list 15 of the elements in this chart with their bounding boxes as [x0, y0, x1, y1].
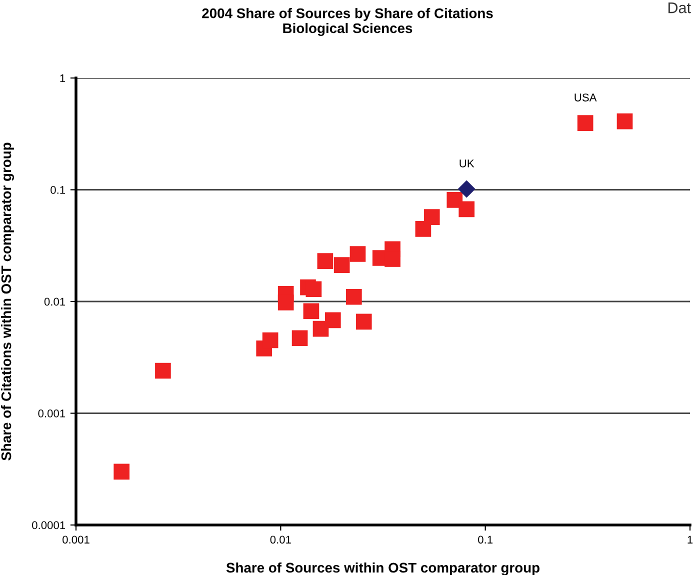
x-tick-label: 0.1 — [478, 536, 493, 544]
y-tick-label: 0.01 — [44, 298, 66, 306]
y-tick-label: 1 — [60, 74, 66, 82]
x-tick-label: 0.001 — [62, 536, 90, 544]
annotation: UK — [460, 160, 474, 168]
chart-title: 2004 Share of Sources by Share of Citations Biological Sciences — [202, 8, 493, 36]
x-tick-label: 1 — [688, 536, 693, 544]
y-axis-title: Share of Citations within OST comparator group — [0, 142, 14, 460]
y-tick-label: 0.0001 — [32, 521, 66, 530]
y-tick-label: 0.001 — [38, 410, 66, 418]
y-tick-label: 0.1 — [50, 186, 66, 194]
x-axis-title: Share of Sources within OST comparator group — [226, 562, 540, 575]
x-tick-label: 0.01 — [270, 536, 291, 544]
text: Dat — [668, 2, 691, 14]
annotation: USA — [574, 94, 597, 102]
